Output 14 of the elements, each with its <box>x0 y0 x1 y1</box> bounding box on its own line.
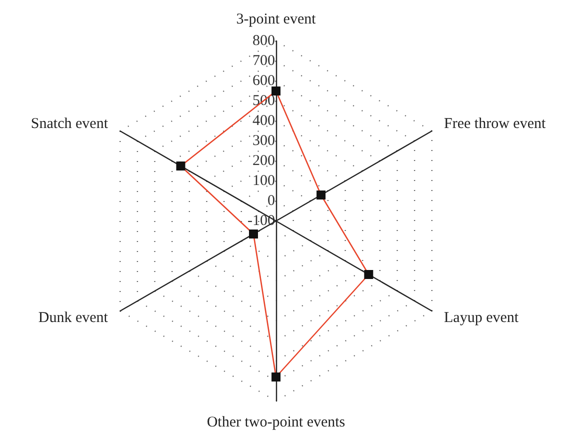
spoke-label: Snatch event <box>30 116 109 132</box>
spoke-label: Other two-point events <box>206 414 346 430</box>
spoke-label: Dunk event <box>38 310 109 326</box>
y-tick-label: 0 <box>268 193 275 209</box>
y-tick-label: 700 <box>252 53 275 69</box>
y-tick-label: 300 <box>252 133 275 149</box>
spoke-label: Layup event <box>444 310 520 326</box>
y-tick-label: 800 <box>252 33 275 49</box>
y-tick-label: 600 <box>252 73 275 89</box>
y-tick-label: 200 <box>252 153 275 169</box>
spoke-label: Free throw event <box>444 116 546 132</box>
y-tick-label: 400 <box>252 113 275 129</box>
y-tick-label: 100 <box>252 173 275 189</box>
spoke-label: 3-point event <box>236 12 317 28</box>
